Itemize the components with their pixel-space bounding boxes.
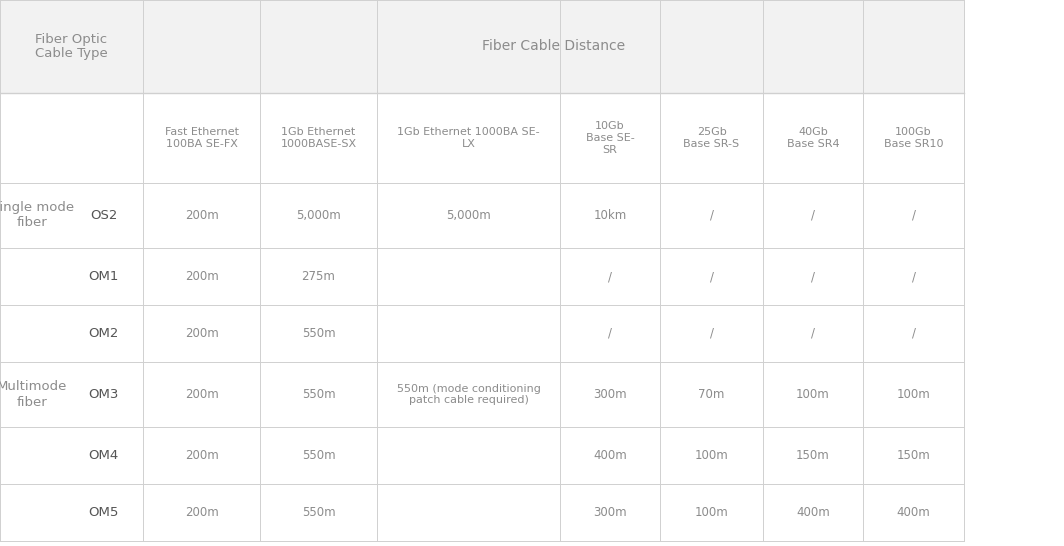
Text: Multimode
fiber: Multimode fiber	[0, 381, 67, 408]
Bar	[0, 183, 964, 248]
Text: OM1: OM1	[88, 270, 119, 283]
Text: 200m: 200m	[185, 327, 218, 340]
Text: OM5: OM5	[88, 506, 119, 519]
Text: 100m: 100m	[695, 449, 729, 462]
Text: /: /	[710, 327, 714, 340]
Text: OM3: OM3	[88, 388, 119, 401]
Text: 550m: 550m	[302, 388, 335, 401]
Text: 100m: 100m	[796, 388, 830, 401]
Bar	[0, 362, 964, 427]
Bar	[0, 248, 964, 305]
Text: 10Gb
Base SE-
SR: 10Gb Base SE- SR	[585, 121, 634, 155]
Text: 100Gb
Base SR10: 100Gb Base SR10	[884, 127, 944, 149]
Text: 10km: 10km	[594, 209, 627, 222]
Bar	[0, 305, 964, 362]
Text: 5,000m: 5,000m	[296, 209, 340, 222]
Text: 150m: 150m	[796, 449, 830, 462]
Text: 400m: 400m	[897, 506, 930, 519]
Text: 70m: 70m	[698, 388, 725, 401]
Text: 400m: 400m	[593, 449, 627, 462]
Text: 550m: 550m	[302, 327, 335, 340]
Text: 550m: 550m	[302, 449, 335, 462]
Text: /: /	[912, 327, 915, 340]
Text: OM4: OM4	[88, 449, 119, 462]
Text: 40Gb
Base SR4: 40Gb Base SR4	[786, 127, 839, 149]
Text: 5,000m: 5,000m	[446, 209, 491, 222]
Text: 100m: 100m	[695, 506, 729, 519]
Bar	[0, 0, 964, 93]
Text: 550m (mode conditioning
patch cable required): 550m (mode conditioning patch cable requ…	[397, 384, 541, 405]
Text: /: /	[608, 270, 612, 283]
Text: 1Gb Ethernet
1000BASE-SX: 1Gb Ethernet 1000BASE-SX	[281, 127, 356, 149]
Text: 550m: 550m	[302, 506, 335, 519]
Text: 275m: 275m	[301, 270, 335, 283]
Text: /: /	[710, 209, 714, 222]
Text: 150m: 150m	[897, 449, 930, 462]
Bar	[0, 484, 964, 541]
Text: /: /	[912, 270, 915, 283]
Text: 200m: 200m	[185, 506, 218, 519]
Text: Single mode
fiber: Single mode fiber	[0, 201, 73, 229]
Text: /: /	[608, 327, 612, 340]
Text: 200m: 200m	[185, 388, 218, 401]
Text: OM2: OM2	[88, 327, 119, 340]
Text: /: /	[710, 270, 714, 283]
Text: 400m: 400m	[796, 506, 830, 519]
Text: /: /	[912, 209, 915, 222]
Text: 300m: 300m	[594, 388, 627, 401]
Text: 1Gb Ethernet 1000BA SE-
LX: 1Gb Ethernet 1000BA SE- LX	[397, 127, 539, 149]
Bar	[0, 427, 964, 484]
Text: /: /	[811, 327, 815, 340]
Text: 200m: 200m	[185, 449, 218, 462]
Text: 200m: 200m	[185, 209, 218, 222]
Text: 300m: 300m	[594, 506, 627, 519]
Text: /: /	[811, 209, 815, 222]
Text: Fast Ethernet
100BA SE-FX: Fast Ethernet 100BA SE-FX	[165, 127, 238, 149]
Text: 200m: 200m	[185, 270, 218, 283]
Text: 100m: 100m	[897, 388, 930, 401]
Text: 25Gb
Base SR-S: 25Gb Base SR-S	[683, 127, 739, 149]
Text: Fiber Optic
Cable Type: Fiber Optic Cable Type	[35, 33, 107, 61]
Text: Fiber Cable Distance: Fiber Cable Distance	[482, 39, 625, 54]
Text: OS2: OS2	[90, 209, 117, 222]
Text: /: /	[811, 270, 815, 283]
Bar	[0, 93, 964, 183]
